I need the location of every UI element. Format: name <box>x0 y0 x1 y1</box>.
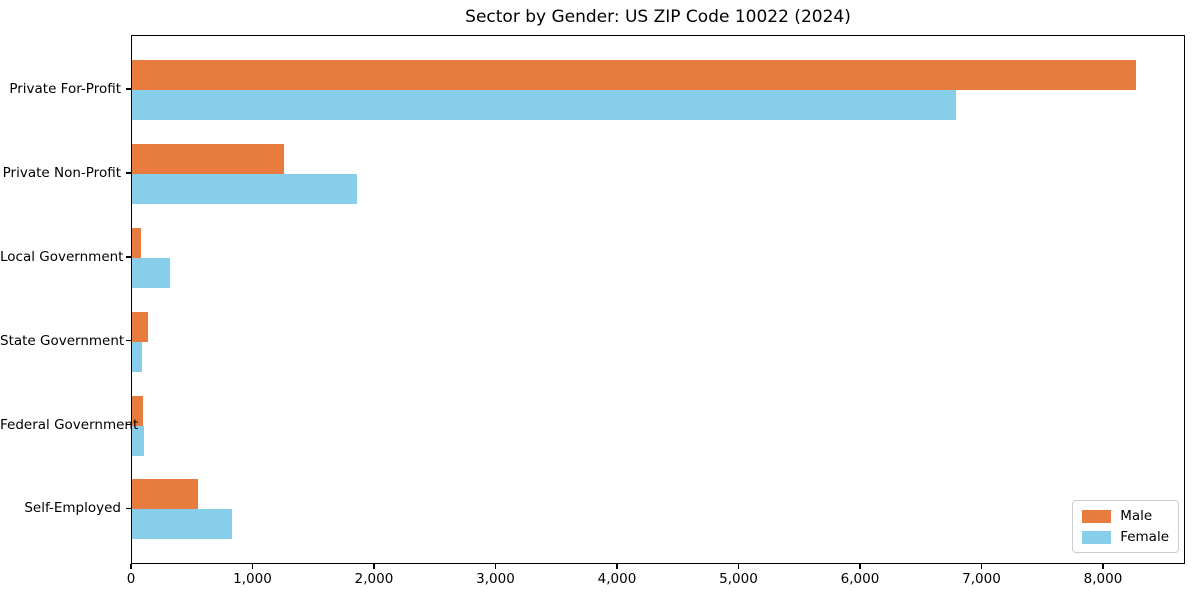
x-tick-mark <box>130 564 132 569</box>
bar-male-local-government <box>132 227 141 258</box>
bar-female-federal-government <box>132 425 145 456</box>
y-tick-mark <box>126 339 131 342</box>
female-series-swatch <box>1082 530 1112 544</box>
legend-item-male: Male <box>1082 508 1169 524</box>
y-tick-mark <box>126 256 131 258</box>
y-tick-mark <box>126 423 131 426</box>
bar-female-self-employed <box>132 509 232 540</box>
chart-title: Sector by Gender: US ZIP Code 10022 (202… <box>465 7 851 27</box>
male-series-swatch <box>1082 509 1112 523</box>
x-tick-label-0: 0 <box>126 571 136 587</box>
x-tick-label-7-000: 7,000 <box>962 571 1001 587</box>
bar-female-private-for-profit <box>132 90 956 121</box>
x-tick-label-8-000: 8,000 <box>1083 571 1123 587</box>
legend-label-male: Male <box>1120 508 1153 524</box>
y-tick-label-local-government: Local Government <box>0 248 124 265</box>
x-tick-label-2-000: 2,000 <box>354 571 394 587</box>
x-tick-mark <box>616 564 618 569</box>
x-tick-mark <box>494 564 497 569</box>
bar-male-self-employed <box>132 479 198 510</box>
y-tick-mark <box>126 88 131 90</box>
x-tick-label-1-000: 1,000 <box>233 571 272 587</box>
x-tick-mark <box>251 564 254 569</box>
y-tick-label-federal-government: Federal Government <box>0 416 139 433</box>
x-tick-mark <box>1102 564 1104 569</box>
x-tick-label-4-000: 4,000 <box>597 571 637 587</box>
y-tick-label-private-non-profit: Private Non-Profit <box>2 165 121 182</box>
y-tick-mark <box>126 507 131 510</box>
x-tick-mark <box>373 564 375 569</box>
bar-male-state-government <box>132 311 149 342</box>
bar-female-private-non-profit <box>132 174 357 205</box>
x-tick-mark <box>980 564 983 569</box>
plot-area: Male Female <box>131 35 1185 564</box>
bar-male-federal-government <box>132 395 143 426</box>
bar-male-private-for-profit <box>132 60 1136 91</box>
x-tick-mark <box>737 564 740 569</box>
x-tick-label-5-000: 5,000 <box>719 571 758 587</box>
y-tick-label-self-employed: Self-Employed <box>24 500 121 517</box>
y-tick-label-state-government: State Government <box>0 332 125 349</box>
legend: Male Female <box>1072 500 1179 553</box>
x-tick-label-3-000: 3,000 <box>476 571 515 587</box>
bar-male-private-non-profit <box>132 144 284 175</box>
x-tick-label-6-000: 6,000 <box>840 571 880 587</box>
bar-female-local-government <box>132 257 170 288</box>
y-tick-label-private-for-profit: Private For-Profit <box>9 81 121 98</box>
legend-item-female: Female <box>1082 529 1169 545</box>
legend-label-female: Female <box>1120 529 1169 545</box>
bar-female-state-government <box>132 341 142 372</box>
y-tick-mark <box>126 172 131 174</box>
x-tick-mark <box>859 564 861 569</box>
